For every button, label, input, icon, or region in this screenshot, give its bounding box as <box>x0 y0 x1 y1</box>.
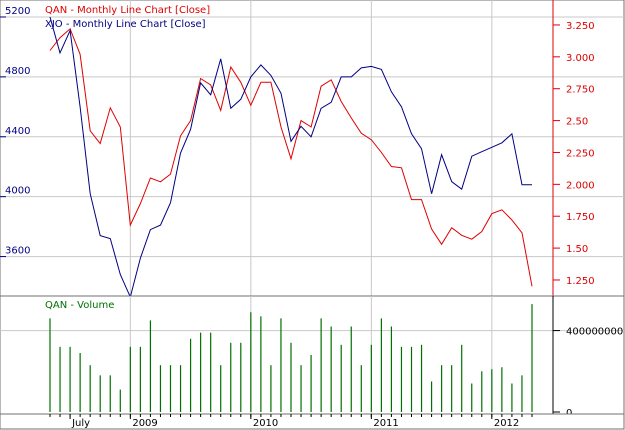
price-panel <box>0 0 625 297</box>
x-axis: July 2009 2010 2011 2012 <box>49 414 533 429</box>
qan-tick-label: 1.50 <box>566 244 588 255</box>
xjo-axis: 3600 4000 4400 4800 5200 <box>0 6 30 258</box>
xjo-tick-label: 3600 <box>5 246 30 257</box>
qan-axis: 1.250 1.50 1.750 2.000 2.250 2.50 2.750 3.000 3.… <box>552 0 595 296</box>
price-grid <box>0 0 624 296</box>
xjo-tick-label: 4400 <box>5 126 30 137</box>
qan-tick-label: 2.000 <box>566 180 595 191</box>
xjo-tick-label: 4000 <box>5 186 30 197</box>
qan-tick-label: 2.250 <box>566 148 595 159</box>
qan-tick-label: 3.000 <box>566 53 595 64</box>
qan-legend: QAN - Monthly Line Chart [Close] <box>45 5 210 16</box>
xjo-tick-label: 5200 <box>5 6 30 17</box>
x-tick-label: 2012 <box>494 418 519 429</box>
x-axis-bar <box>0 413 625 430</box>
qan-tick-label: 2.50 <box>566 117 588 128</box>
xjo-tick-label: 4800 <box>5 66 30 77</box>
volume-bars <box>49 304 533 412</box>
qan-series-line <box>49 27 533 287</box>
volume-tick-label: 400000000 <box>566 327 623 338</box>
qan-tick-label: 2.750 <box>566 85 595 96</box>
volume-legend: QAN - Volume <box>45 300 114 311</box>
qan-tick-label: 3.250 <box>566 21 595 32</box>
x-tick-label: 2011 <box>373 418 398 429</box>
x-tick-label: 2009 <box>132 418 157 429</box>
volume-panel <box>0 295 625 415</box>
x-tick-label: July <box>71 418 90 429</box>
qan-tick-label: 1.250 <box>566 276 595 287</box>
qan-tick-label: 1.750 <box>566 212 595 223</box>
x-tick-label: 2010 <box>253 418 278 429</box>
xjo-legend: XJO - Monthly Line Chart [Close] <box>45 19 206 30</box>
